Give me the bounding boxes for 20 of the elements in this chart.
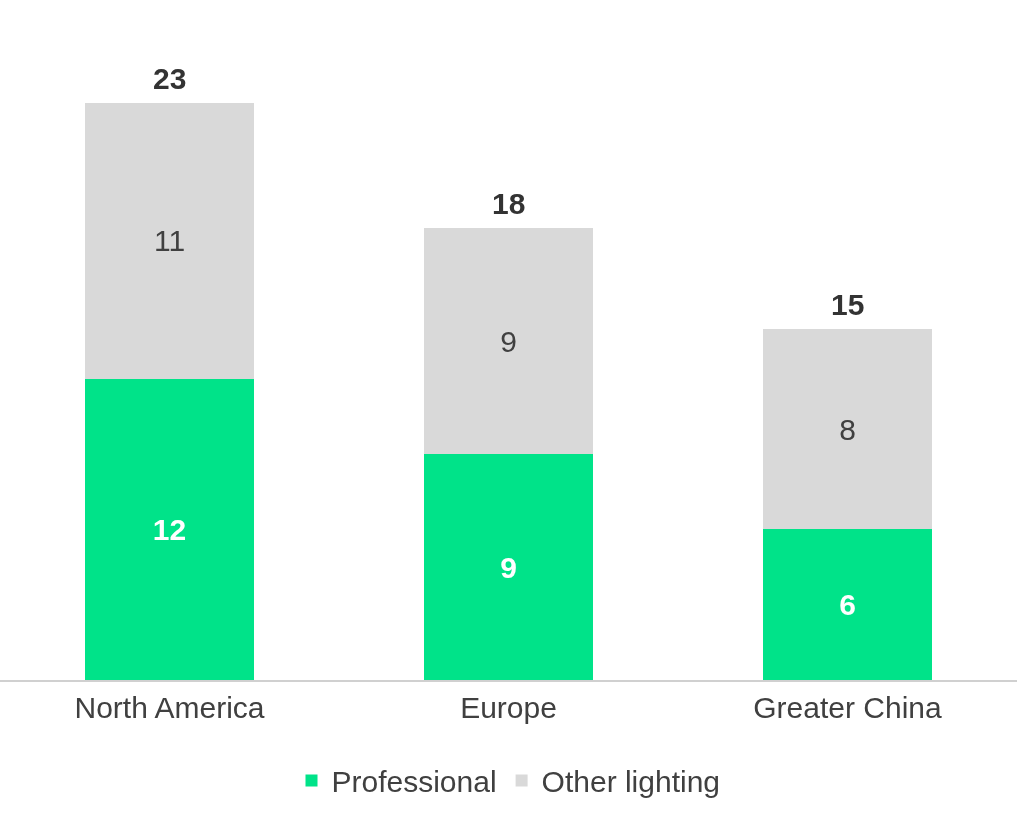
total-label: 18	[492, 187, 526, 220]
x-tick-label: Greater China	[753, 691, 943, 724]
bar	[84, 378, 255, 680]
bar	[423, 228, 594, 455]
total-label: 23	[153, 62, 187, 95]
data-label: 6	[839, 588, 856, 622]
data-label: 11	[153, 224, 186, 258]
bar	[762, 529, 933, 680]
total-label: 15	[831, 288, 865, 321]
bar	[84, 103, 255, 379]
bar	[423, 454, 594, 680]
data-label: 8	[839, 412, 856, 446]
bar	[762, 328, 933, 530]
legend-label: Other lighting	[541, 765, 721, 799]
data-label: 12	[152, 512, 187, 546]
data-label: 9	[500, 550, 517, 584]
x-tick-label: Europe	[460, 691, 557, 724]
legend-label: Professional	[331, 765, 497, 799]
data-label: 9	[500, 324, 517, 358]
x-tick-label: North America	[74, 691, 265, 724]
